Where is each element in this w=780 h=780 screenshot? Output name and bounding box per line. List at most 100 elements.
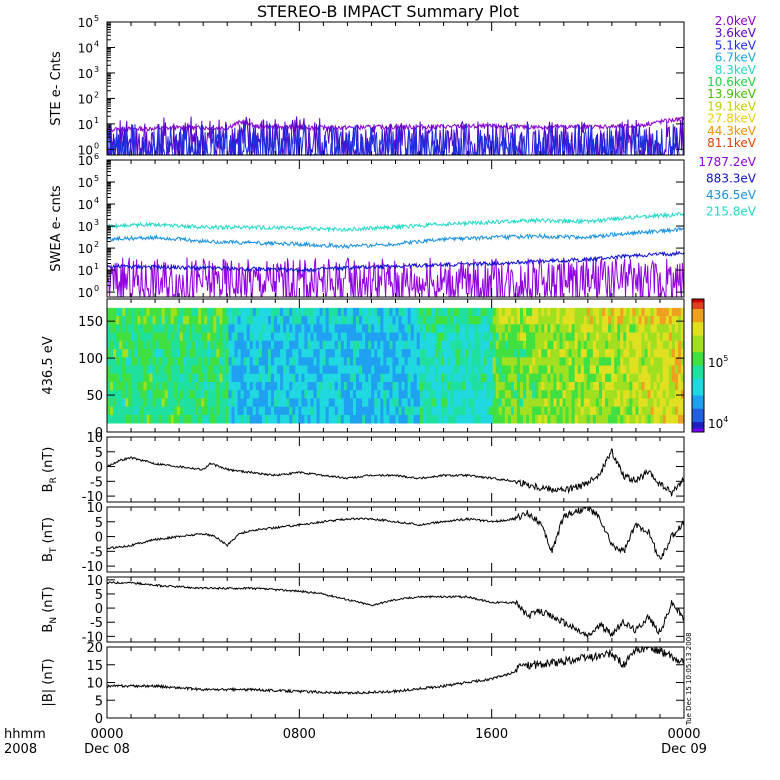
heatmap-cell [474, 332, 478, 342]
heatmap-cell [234, 332, 238, 342]
heatmap-cell [328, 406, 333, 416]
heatmap-cell [228, 381, 232, 391]
heatmap-cell [261, 406, 266, 416]
heatmap-cell [480, 365, 484, 375]
heatmap-cell [325, 340, 330, 350]
heatmap-cell [583, 307, 588, 317]
heatmap-cell [559, 332, 563, 342]
heatmap-cell [334, 365, 339, 375]
heatmap-cell [359, 365, 363, 375]
heatmap-cell [407, 357, 412, 366]
heatmap-cell [553, 307, 557, 317]
heatmap-cell [608, 365, 612, 375]
heatmap-cell [240, 357, 245, 366]
heatmap-cell [507, 332, 512, 342]
heatmap-cell [544, 373, 548, 383]
colorbar-label-exponent: 4 [723, 415, 728, 424]
heatmap-cell [316, 357, 320, 366]
heatmap-cell [623, 390, 627, 399]
heatmap-cell [167, 381, 172, 391]
heatmap-cell [140, 406, 144, 416]
heatmap-cell [365, 340, 369, 350]
legend-entry-ste: 27.8keV [707, 112, 757, 126]
heatmap-cell [665, 414, 670, 424]
heatmap-cell [243, 332, 248, 342]
heatmap-cell [629, 414, 633, 424]
heatmap-cell [377, 365, 381, 375]
heatmap-cell [349, 398, 354, 408]
heatmap-cell [280, 316, 284, 325]
heatmap-cell [510, 332, 515, 342]
heatmap-cell [264, 390, 269, 399]
heatmap-cell [201, 357, 205, 366]
heatmap-cell [413, 349, 418, 358]
heatmap-cell [523, 414, 527, 424]
heatmap-cell [161, 390, 166, 399]
heatmap-cell [422, 390, 427, 399]
heatmap-cell [298, 365, 302, 375]
heatmap-cell [295, 349, 299, 358]
heatmap-cell [562, 316, 566, 325]
heatmap-cell [495, 398, 500, 408]
heatmap-cell [523, 307, 527, 317]
heatmap-cell [243, 406, 248, 416]
heatmap-cell [313, 349, 317, 358]
heatmap-cell [556, 390, 560, 399]
heatmap-cell [668, 398, 673, 408]
heatmap-cell [504, 324, 509, 333]
heatmap-cell [404, 381, 409, 391]
heatmap-cell [362, 349, 366, 358]
heatmap-cell [544, 406, 548, 416]
heatmap-cell [176, 357, 181, 366]
heatmap-cell [586, 414, 591, 424]
heatmap-cell [513, 332, 518, 342]
heatmap-cell [131, 398, 135, 408]
heatmap-cell [143, 365, 147, 375]
heatmap-cell [289, 390, 293, 399]
heatmap-cell [249, 373, 254, 383]
heatmap-cell [201, 340, 205, 350]
heatmap-cell [413, 398, 418, 408]
heatmap-cell [665, 316, 670, 325]
heatmap-cell [650, 406, 655, 416]
heatmap-cell [513, 324, 518, 333]
heatmap-cell [258, 316, 263, 325]
heatmap-cell [434, 316, 439, 325]
colorbar-cell [692, 385, 704, 390]
heatmap-cell [374, 307, 378, 317]
heatmap-cell [328, 381, 333, 391]
heatmap-cell [258, 332, 263, 342]
heatmap-cell [346, 414, 351, 424]
heatmap-cell [237, 373, 242, 383]
heatmap-cell [680, 373, 685, 383]
heatmap-cell [383, 373, 387, 383]
heatmap-cell [343, 316, 348, 325]
heatmap-cell [504, 357, 509, 366]
heatmap-cell [605, 357, 609, 366]
heatmap-cell [107, 357, 111, 366]
heatmap-cell [152, 324, 156, 333]
heatmap-cell [119, 349, 123, 358]
heatmap-cell [173, 349, 178, 358]
heatmap-cell [201, 406, 205, 416]
heatmap-cell [252, 307, 257, 317]
heatmap-cell [635, 332, 639, 342]
heatmap-cell [252, 340, 257, 350]
heatmap-cell [650, 349, 655, 358]
heatmap-cell [513, 381, 518, 391]
heatmap-cell [407, 406, 412, 416]
heatmap-cell [541, 365, 545, 375]
heatmap-cell [386, 373, 390, 383]
heatmap-cell [586, 406, 591, 416]
heatmap-cell [638, 340, 642, 350]
heatmap-cell [677, 406, 682, 416]
heatmap-cell [283, 373, 287, 383]
heatmap-cell [665, 307, 670, 317]
heatmap-cell [228, 307, 232, 317]
heatmap-cell [383, 398, 387, 408]
heatmap-cell [337, 340, 342, 350]
heatmap-cell [431, 373, 436, 383]
heatmap-cell [219, 365, 223, 375]
heatmap-cell [337, 332, 342, 342]
heatmap-cell [459, 406, 463, 416]
